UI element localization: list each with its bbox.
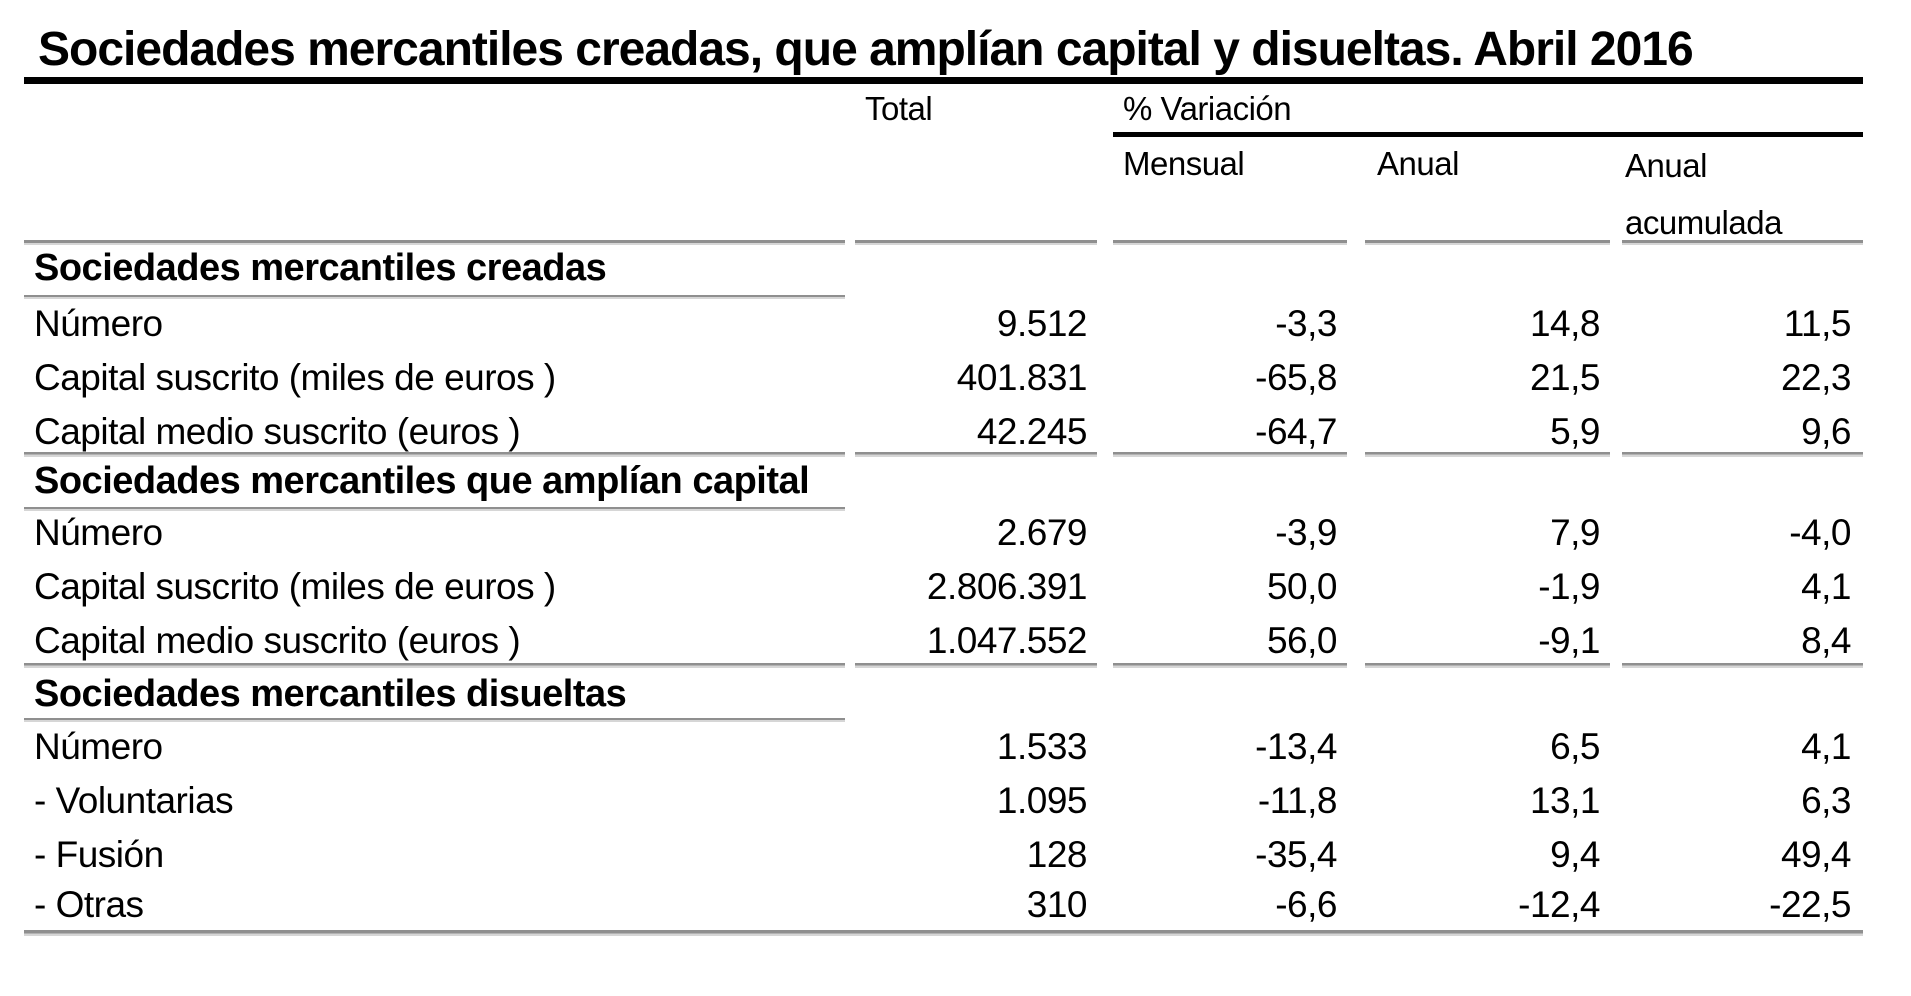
section-end-rule-monthly-col — [1113, 663, 1347, 668]
cell-monthly: -64,7 — [1255, 411, 1337, 452]
cell-annual: 7,9 — [1550, 512, 1600, 553]
page-title: Sociedades mercantiles creadas, que ampl… — [38, 23, 1694, 76]
cell-annual-accumulated: 4,1 — [1801, 566, 1851, 607]
cell-total: 128 — [1026, 834, 1088, 875]
cell-annual-accumulated: 22,3 — [1780, 357, 1852, 398]
header-rule-annual-col — [1365, 240, 1610, 245]
cell-total: 310 — [1026, 884, 1088, 925]
cell-annual-accumulated: -22,5 — [1769, 884, 1851, 925]
cell-annual: -1,9 — [1538, 566, 1600, 607]
cell-annual: 21,5 — [1529, 357, 1601, 398]
table-row: Número 9.512 -3,3 14,8 11,5 — [0, 305, 1911, 345]
cell-label: - Voluntarias — [34, 780, 234, 821]
column-header-annual: Anual — [1377, 145, 1459, 182]
section-title-rule — [24, 507, 845, 511]
section-title: Sociedades mercantiles disueltas — [34, 673, 627, 715]
table-row: Capital suscrito (miles de euros ) 2.806… — [0, 568, 1911, 608]
table-row: Número 1.533 -13,4 6,5 4,1 — [0, 728, 1911, 768]
section-end-rule-monthly-col — [1113, 452, 1347, 457]
cell-total: 401.831 — [956, 357, 1088, 398]
variation-group-underline-rule — [1113, 132, 1863, 137]
section-end-rule-annual-col — [1365, 452, 1610, 457]
cell-annual-accumulated: 11,5 — [1783, 303, 1852, 344]
cell-annual: -9,1 — [1538, 620, 1600, 661]
cell-annual: 6,5 — [1550, 726, 1600, 767]
cell-annual: 14,8 — [1529, 303, 1601, 344]
table-row: - Otras 310 -6,6 -12,4 -22,5 — [0, 886, 1911, 926]
cell-annual: 5,9 — [1550, 411, 1600, 452]
cell-monthly: -65,8 — [1255, 357, 1337, 398]
cell-annual-accumulated: 49,4 — [1780, 834, 1852, 875]
header-rule-total-col — [855, 240, 1097, 245]
table-row: Número 2.679 -3,9 7,9 -4,0 — [0, 514, 1911, 554]
column-header-monthly: Mensual — [1123, 145, 1245, 182]
cell-total: 2.679 — [996, 512, 1088, 553]
cell-label: Capital suscrito (miles de euros ) — [34, 357, 556, 398]
cell-label: Capital suscrito (miles de euros ) — [34, 566, 556, 607]
cell-total: 9.512 — [996, 303, 1088, 344]
header-rule-monthly-col — [1113, 240, 1347, 245]
cell-monthly: -13,4 — [1255, 726, 1337, 767]
cell-total: 1.095 — [996, 780, 1088, 821]
title-underline-rule — [24, 77, 1863, 84]
cell-annual-accumulated: -4,0 — [1789, 512, 1851, 553]
cell-monthly: 50,0 — [1266, 566, 1338, 607]
table-row: - Fusión 128 -35,4 9,4 49,4 — [0, 836, 1911, 876]
section-end-rule-total-col — [855, 663, 1097, 668]
cell-annual: 13,1 — [1529, 780, 1601, 821]
section-title-rule — [24, 718, 845, 722]
table-bottom-rule — [24, 930, 1863, 936]
cell-annual: 9,4 — [1550, 834, 1600, 875]
cell-monthly: -3,9 — [1275, 512, 1337, 553]
column-header-annual-accumulated: Anual acumulada — [1625, 147, 1782, 241]
section-title-rule — [24, 295, 845, 299]
column-header-variation-group: % Variación — [1123, 90, 1292, 127]
cell-annual-accumulated: 4,1 — [1801, 726, 1851, 767]
section-end-rule-annual-accumulated-col — [1622, 663, 1863, 668]
section-end-rule-label-col — [24, 452, 845, 457]
cell-label: Número — [34, 512, 163, 553]
section-end-rule-label-col — [24, 663, 845, 668]
header-rule-annual-accumulated-col — [1622, 240, 1863, 245]
cell-total: 1.533 — [996, 726, 1088, 767]
cell-monthly: -35,4 — [1255, 834, 1337, 875]
cell-monthly: 56,0 — [1266, 620, 1338, 661]
table-row: - Voluntarias 1.095 -11,8 13,1 6,3 — [0, 782, 1911, 822]
cell-total: 42.245 — [976, 411, 1088, 452]
cell-label: - Fusión — [34, 834, 164, 875]
cell-label: Capital medio suscrito (euros ) — [34, 620, 521, 661]
column-header-total: Total — [865, 90, 933, 127]
section-end-rule-annual-accumulated-col — [1622, 452, 1863, 457]
cell-label: Número — [34, 726, 163, 767]
section-end-rule-annual-col — [1365, 663, 1610, 668]
table-row: Capital medio suscrito (euros ) 42.245 -… — [0, 413, 1911, 453]
table-row: Capital suscrito (miles de euros ) 401.8… — [0, 359, 1911, 399]
header-rule-label-col — [24, 240, 845, 245]
cell-annual: -12,4 — [1518, 884, 1600, 925]
cell-total: 2.806.391 — [926, 566, 1088, 607]
section-title: Sociedades mercantiles que amplían capit… — [34, 460, 810, 502]
cell-monthly: -3,3 — [1275, 303, 1337, 344]
cell-label: Capital medio suscrito (euros ) — [34, 411, 521, 452]
cell-total: 1.047.552 — [926, 620, 1088, 661]
cell-annual-accumulated: 9,6 — [1801, 411, 1851, 452]
table-row: Capital medio suscrito (euros ) 1.047.55… — [0, 622, 1911, 662]
section-title: Sociedades mercantiles creadas — [34, 247, 607, 289]
section-end-rule-total-col — [855, 452, 1097, 457]
cell-label: - Otras — [34, 884, 144, 925]
cell-monthly: -11,8 — [1257, 780, 1338, 821]
cell-monthly: -6,6 — [1275, 884, 1337, 925]
cell-annual-accumulated: 6,3 — [1801, 780, 1851, 821]
cell-label: Número — [34, 303, 163, 344]
cell-annual-accumulated: 8,4 — [1801, 620, 1851, 661]
